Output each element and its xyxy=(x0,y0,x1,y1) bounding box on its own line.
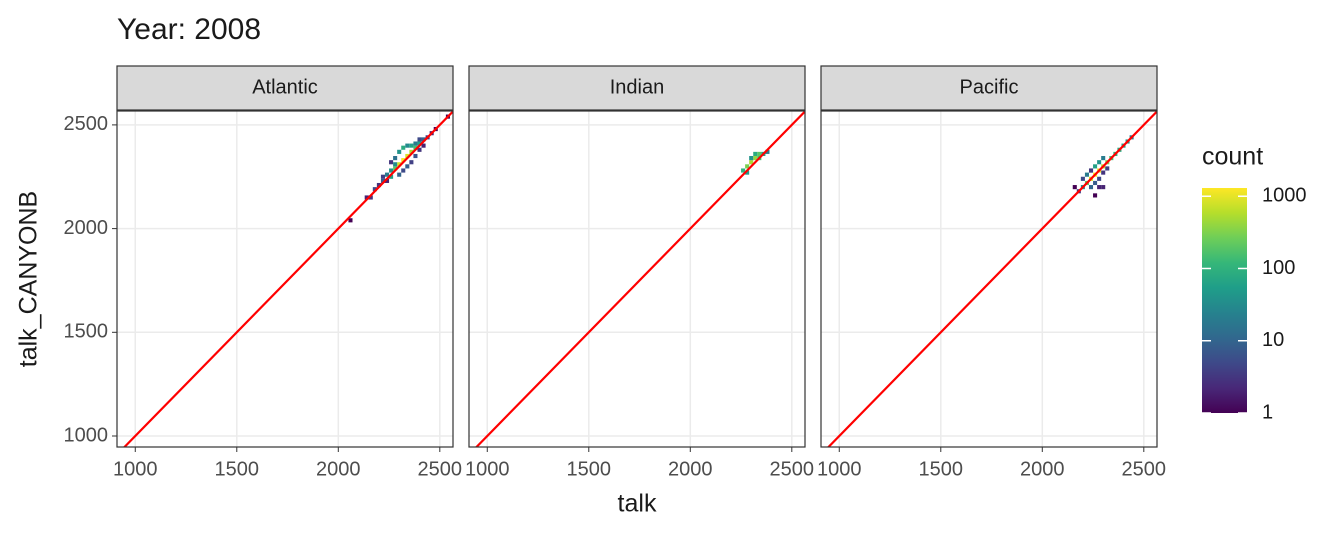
bin-tile xyxy=(1105,166,1110,171)
bin-tile xyxy=(417,137,422,142)
reference-line xyxy=(826,111,1157,447)
x-tick-label: 2000 xyxy=(668,458,713,480)
y-tick-label: 2000 xyxy=(64,217,109,239)
strip xyxy=(468,65,806,111)
bin-tile xyxy=(421,137,426,142)
bin-tile xyxy=(380,174,385,179)
x-tick-label: 2000 xyxy=(316,458,361,480)
bin-tile xyxy=(380,178,385,183)
y-tick-label: 1000 xyxy=(64,424,109,446)
bin-tile xyxy=(401,168,406,173)
y-tick-label: 2500 xyxy=(64,113,109,135)
bin-tile xyxy=(409,149,414,154)
bin-tile xyxy=(1101,170,1106,175)
bin-tile xyxy=(389,160,394,165)
x-axis-label: talk xyxy=(618,490,657,518)
y-axis-label: talk_CANYONB xyxy=(15,191,43,367)
x-tick-label: 2500 xyxy=(418,458,463,480)
x-tick-label: 2000 xyxy=(1020,458,1065,480)
reference-line xyxy=(474,111,805,447)
bin-tile xyxy=(749,156,754,161)
bin-tile xyxy=(1101,185,1106,190)
strip xyxy=(820,65,1158,111)
bin-tile xyxy=(393,156,398,161)
x-tick-label: 2500 xyxy=(770,458,815,480)
bin-tile xyxy=(417,147,422,152)
bin-tile xyxy=(389,174,394,179)
bin-tile xyxy=(384,178,390,183)
panel-border xyxy=(468,110,806,448)
bin-tile xyxy=(1097,176,1102,181)
bin-tile xyxy=(1084,172,1089,177)
legend-title: count xyxy=(1202,143,1263,171)
strip-label: Indian xyxy=(610,76,665,98)
panel-border xyxy=(820,110,1158,448)
bin-tile xyxy=(409,143,414,148)
panel-border xyxy=(116,110,454,448)
bin-tile xyxy=(405,153,410,159)
bin-tile xyxy=(1088,168,1094,173)
legend-bar xyxy=(1202,188,1247,413)
bin-tile xyxy=(397,149,402,154)
bin-tile xyxy=(364,195,369,200)
bin-tile xyxy=(1088,185,1094,190)
x-tick-label: 1500 xyxy=(215,458,260,480)
bin-tile xyxy=(1072,185,1077,190)
bin-tile xyxy=(413,141,418,146)
x-tick-label: 1500 xyxy=(567,458,612,480)
strip xyxy=(116,65,454,111)
bin-tile xyxy=(749,160,754,165)
legend-label: 100 xyxy=(1262,257,1295,279)
bin-tile xyxy=(393,162,398,167)
strip-label: Pacific xyxy=(960,76,1019,98)
bin-tile xyxy=(389,168,394,173)
bin-tile xyxy=(405,143,410,148)
strip-label: Atlantic xyxy=(252,76,318,98)
bin-tile xyxy=(745,170,750,175)
x-tick-label: 1000 xyxy=(817,458,862,480)
bin-tile xyxy=(1097,160,1102,165)
bin-tile xyxy=(376,182,381,188)
bin-tile xyxy=(1093,164,1098,169)
bin-tile xyxy=(397,172,402,177)
bin-tile xyxy=(1093,180,1098,186)
panel-bg xyxy=(821,111,1157,447)
legend-label: 1 xyxy=(1262,401,1273,423)
bin-tile xyxy=(753,151,758,157)
bin-tile xyxy=(745,164,750,169)
bin-tile xyxy=(421,143,426,148)
bin-tile xyxy=(1080,176,1085,181)
bin-tile xyxy=(401,145,406,150)
bin-tile xyxy=(765,149,770,154)
bin-tile xyxy=(409,160,414,165)
chart-title: Year: 2008 xyxy=(117,13,261,46)
bin-tile xyxy=(413,145,418,150)
bin-tile xyxy=(757,151,762,157)
bin-tile xyxy=(741,168,746,173)
x-tick-label: 2500 xyxy=(1122,458,1167,480)
bin-tile xyxy=(372,187,377,192)
y-tick-label: 1500 xyxy=(64,321,109,343)
bin-tile xyxy=(753,156,758,161)
bin-tile xyxy=(368,195,373,200)
reference-line xyxy=(122,111,453,447)
bin-tile xyxy=(397,162,402,167)
bin-tile xyxy=(1101,156,1106,161)
bin-tile xyxy=(401,158,406,163)
x-tick-label: 1000 xyxy=(113,458,158,480)
bin-tile xyxy=(1097,185,1102,190)
bin-tile xyxy=(417,141,422,146)
legend-label: 10 xyxy=(1262,329,1284,351)
legend-label: 1000 xyxy=(1262,185,1307,207)
x-tick-label: 1500 xyxy=(919,458,964,480)
bin-tile xyxy=(393,166,398,171)
bin-tile xyxy=(348,218,353,223)
bin-tile xyxy=(413,153,418,159)
bin-tile xyxy=(384,172,390,177)
bin-tile xyxy=(405,164,410,169)
x-tick-label: 1000 xyxy=(465,458,510,480)
bin-tile xyxy=(1093,193,1098,198)
